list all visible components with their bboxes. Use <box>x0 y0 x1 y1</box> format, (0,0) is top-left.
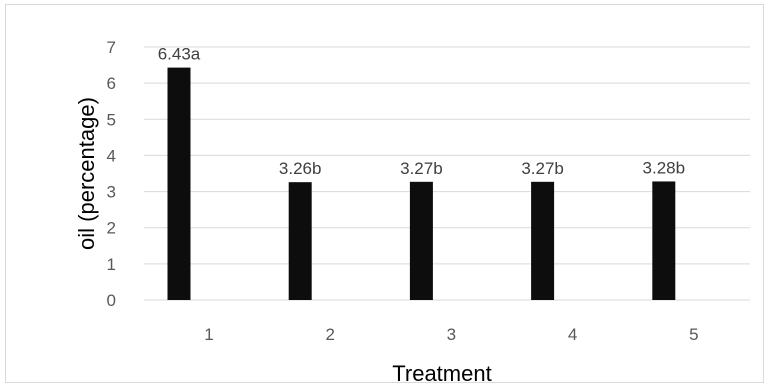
x-axis-title: Treatment <box>392 361 491 386</box>
y-tick-label: 6 <box>107 74 116 93</box>
bar <box>409 181 433 300</box>
y-tick-label: 4 <box>107 146 116 165</box>
y-tick-labels: 0 1 2 3 4 5 6 7 <box>107 38 116 310</box>
x-tick-label: 2 <box>325 325 334 344</box>
data-label: 3.27b <box>400 159 443 178</box>
bar <box>288 182 312 300</box>
bars <box>167 67 676 300</box>
bar <box>531 181 555 300</box>
bar <box>652 181 676 300</box>
data-labels: 6.43a 3.26b 3.27b 3.27b 3.28b <box>158 45 685 179</box>
y-axis-title: oil (percentage) <box>74 97 99 250</box>
gridlines <box>144 46 750 301</box>
data-label: 3.26b <box>279 159 322 178</box>
data-label: 3.27b <box>521 159 564 178</box>
y-tick-label: 1 <box>107 255 116 274</box>
x-tick-labels: 1 2 3 4 5 <box>204 325 698 344</box>
x-tick-label: 5 <box>689 325 698 344</box>
bar <box>167 67 191 300</box>
x-tick-label: 3 <box>447 325 456 344</box>
y-tick-label: 7 <box>107 38 116 57</box>
data-label: 3.28b <box>643 158 686 177</box>
x-tick-label: 4 <box>568 325 577 344</box>
y-tick-label: 2 <box>107 219 116 238</box>
y-tick-label: 5 <box>107 110 116 129</box>
y-tick-label: 0 <box>107 291 116 310</box>
x-tick-label: 1 <box>204 325 213 344</box>
data-label: 6.43a <box>158 45 201 64</box>
y-tick-label: 3 <box>107 183 116 202</box>
chart-frame <box>5 4 764 383</box>
